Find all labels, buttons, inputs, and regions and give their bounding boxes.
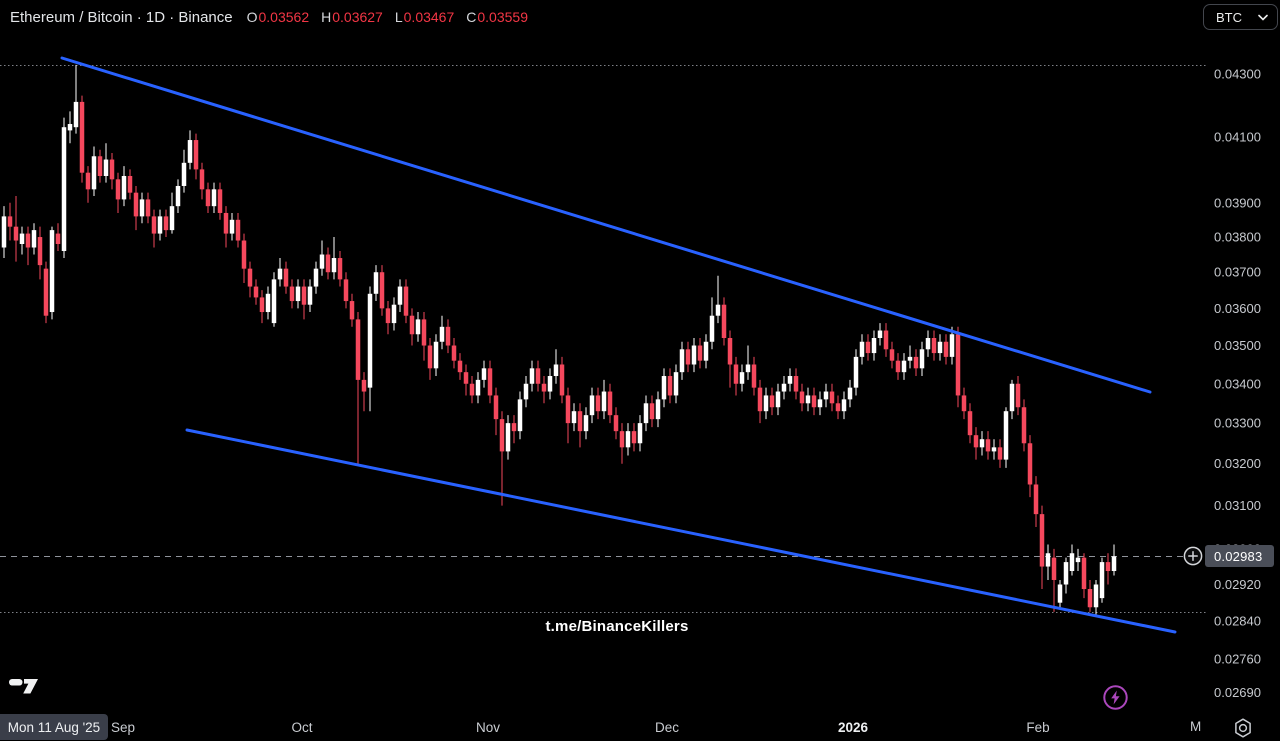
- price-axis-label: 0.02840: [1214, 614, 1261, 629]
- price-axis-label: 0.04300: [1214, 67, 1261, 82]
- time-axis-label: Dec: [655, 720, 679, 735]
- tradingview-logo[interactable]: [8, 673, 40, 699]
- price-axis-label: 0.03100: [1214, 498, 1261, 513]
- time-axis-label: Sep: [111, 720, 135, 735]
- price-axis-label: 0.03900: [1214, 195, 1261, 210]
- lower-channel-trendline[interactable]: [185, 428, 1177, 634]
- crosshair-date-value: Mon 11 Aug '25: [7, 719, 101, 735]
- channel-trendlines[interactable]: [60, 56, 1177, 634]
- last-price-value: 0.02983: [1214, 548, 1263, 564]
- price-axis[interactable]: 0.04300 0.04100 0.03900 0.03800 0.03700 0.036…: [1214, 67, 1261, 701]
- price-axis-label: 0.02920: [1214, 577, 1261, 592]
- add-alert-plus-icon[interactable]: [1183, 546, 1203, 566]
- open-value: 0.03562: [258, 9, 310, 25]
- time-axis-label: Oct: [291, 720, 312, 735]
- price-axis-label: 0.02760: [1214, 651, 1261, 666]
- low-label: L: [394, 9, 403, 25]
- ohlc-values: O 0.03562 H 0.03627 L 0.03467 C 0.03559: [247, 9, 528, 25]
- time-axis[interactable]: Sep Oct Nov Dec 2026 Feb: [111, 720, 1050, 735]
- watermark: t.me/BinanceKillers: [545, 618, 689, 635]
- currency-dropdown-label: BTC: [1216, 9, 1242, 25]
- price-axis-label: 0.03200: [1214, 456, 1261, 471]
- price-axis-label: 0.03400: [1214, 376, 1261, 391]
- symbol-title[interactable]: Ethereum / Bitcoin · 1D · Binance: [10, 8, 233, 26]
- time-axis-label: Nov: [476, 720, 500, 735]
- candlestick-series: [1, 64, 1117, 617]
- high-value: 0.03627: [332, 9, 383, 25]
- time-axis-label: 2026: [838, 720, 869, 735]
- price-axis-label: 0.03800: [1214, 230, 1261, 245]
- timezone-m-label: M: [1190, 719, 1202, 734]
- price-axis-label: 0.03500: [1214, 338, 1261, 353]
- time-axis-label: Feb: [1026, 720, 1049, 735]
- flash-lightning-icon[interactable]: [1102, 684, 1129, 711]
- open-label: O: [246, 9, 258, 25]
- upper-channel-trendline[interactable]: [60, 56, 1152, 394]
- close-label: C: [466, 9, 477, 25]
- price-axis-label: 0.02690: [1214, 685, 1261, 700]
- high-label: H: [321, 9, 332, 25]
- settings-icon[interactable]: [1231, 716, 1255, 740]
- low-value: 0.03467: [403, 9, 455, 25]
- currency-dropdown[interactable]: BTC: [1203, 4, 1278, 30]
- last-price-badge: 0.02983: [1205, 545, 1274, 567]
- price-axis-label: 0.03700: [1214, 265, 1261, 280]
- crosshair-date-badge: Mon 11 Aug '25: [0, 714, 108, 740]
- price-axis-label: 0.04100: [1214, 129, 1261, 144]
- price-lines: [0, 65, 1207, 613]
- chart-legend[interactable]: Ethereum / Bitcoin · 1D · Binance O 0.035…: [10, 6, 528, 28]
- price-axis-label: 0.03600: [1214, 301, 1261, 316]
- price-axis-label: 0.03300: [1214, 416, 1261, 431]
- chevron-down-icon: [1258, 14, 1268, 21]
- close-value: 0.03559: [477, 9, 528, 25]
